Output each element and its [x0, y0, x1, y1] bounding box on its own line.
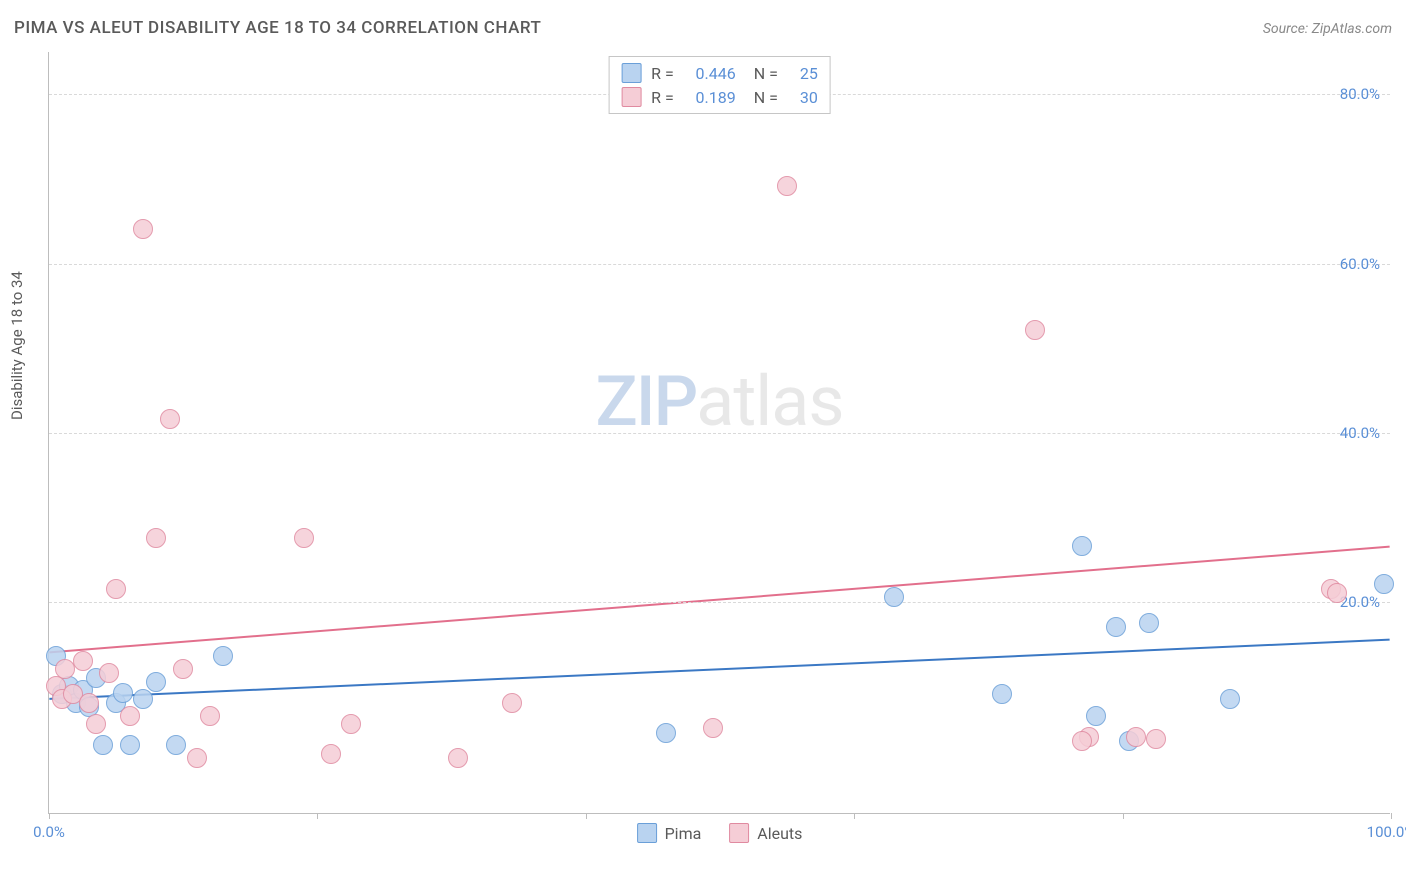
- legend-label: Pima: [665, 824, 702, 843]
- data-point: [1072, 536, 1092, 556]
- x-tick: [1123, 813, 1124, 819]
- trend-line: [49, 547, 1389, 653]
- watermark-atlas: atlas: [696, 361, 843, 443]
- data-point: [1072, 731, 1092, 751]
- data-point: [120, 706, 140, 726]
- data-point: [448, 748, 468, 768]
- x-tick-label: 0.0%: [33, 823, 65, 841]
- data-point: [777, 176, 797, 196]
- x-tick: [317, 813, 318, 819]
- data-point: [213, 646, 233, 666]
- data-point: [86, 714, 106, 734]
- data-point: [160, 409, 180, 429]
- legend-swatch: [637, 823, 657, 843]
- x-tick-label: 100.0%: [1367, 823, 1406, 841]
- data-point: [1374, 574, 1394, 594]
- data-point: [1139, 613, 1159, 633]
- stats-row: R = 0.446 N = 25: [621, 61, 818, 85]
- gridline: [49, 264, 1390, 265]
- data-point: [884, 587, 904, 607]
- trend-line: [49, 640, 1389, 699]
- correlation-stats-box: R = 0.446 N = 25 R = 0.189 N = 30: [608, 56, 831, 114]
- series-legend: Pima Aleuts: [637, 823, 803, 843]
- x-tick: [586, 813, 587, 819]
- data-point: [1025, 320, 1045, 340]
- data-point: [146, 672, 166, 692]
- source-attribution: Source: ZipAtlas.com: [1263, 21, 1392, 37]
- stats-row: R = 0.189 N = 30: [621, 85, 818, 109]
- data-point: [1220, 689, 1240, 709]
- scatter-plot: ZIPatlas R =0.446N =25R =0.189N =30 Pima…: [48, 52, 1390, 814]
- gridline: [49, 602, 1390, 603]
- data-point: [1126, 727, 1146, 747]
- x-tick: [1391, 813, 1392, 819]
- y-tick-label: 80.0%: [1340, 85, 1380, 103]
- n-value: 25: [788, 64, 818, 83]
- data-point: [200, 706, 220, 726]
- data-point: [106, 579, 126, 599]
- data-point: [173, 659, 193, 679]
- n-label: N =: [754, 64, 778, 83]
- data-point: [113, 683, 133, 703]
- data-point: [502, 693, 522, 713]
- watermark-zip: ZIP: [596, 361, 697, 443]
- legend-item: Pima: [637, 823, 702, 843]
- data-point: [1146, 729, 1166, 749]
- x-tick: [49, 813, 50, 819]
- legend-label: Aleuts: [757, 824, 802, 843]
- data-point: [1327, 583, 1347, 603]
- data-point: [133, 219, 153, 239]
- data-point: [99, 663, 119, 683]
- gridline: [49, 433, 1390, 434]
- y-tick-label: 40.0%: [1340, 424, 1380, 442]
- r-label: R =: [651, 88, 674, 107]
- n-label: N =: [754, 88, 778, 107]
- data-point: [146, 528, 166, 548]
- legend-swatch: [729, 823, 749, 843]
- data-point: [1106, 617, 1126, 637]
- data-point: [703, 718, 723, 738]
- data-point: [187, 748, 207, 768]
- data-point: [166, 735, 186, 755]
- series-swatch: [621, 87, 641, 107]
- x-tick: [854, 813, 855, 819]
- data-point: [341, 714, 361, 734]
- y-tick-label: 60.0%: [1340, 255, 1380, 273]
- n-value: 30: [788, 88, 818, 107]
- r-value: 0.446: [684, 64, 736, 83]
- data-point: [133, 689, 153, 709]
- legend-item: Aleuts: [729, 823, 802, 843]
- r-label: R =: [651, 64, 674, 83]
- data-point: [79, 693, 99, 713]
- chart-header: PIMA VS ALEUT DISABILITY AGE 18 TO 34 CO…: [14, 18, 1392, 38]
- chart-title: PIMA VS ALEUT DISABILITY AGE 18 TO 34 CO…: [14, 18, 541, 38]
- data-point: [656, 723, 676, 743]
- data-point: [93, 735, 113, 755]
- data-point: [294, 528, 314, 548]
- data-point: [73, 651, 93, 671]
- data-point: [120, 735, 140, 755]
- series-swatch: [621, 63, 641, 83]
- y-axis-label: Disability Age 18 to 34: [8, 271, 26, 420]
- data-point: [1086, 706, 1106, 726]
- watermark: ZIPatlas: [596, 361, 844, 443]
- r-value: 0.189: [684, 88, 736, 107]
- data-point: [321, 744, 341, 764]
- data-point: [992, 684, 1012, 704]
